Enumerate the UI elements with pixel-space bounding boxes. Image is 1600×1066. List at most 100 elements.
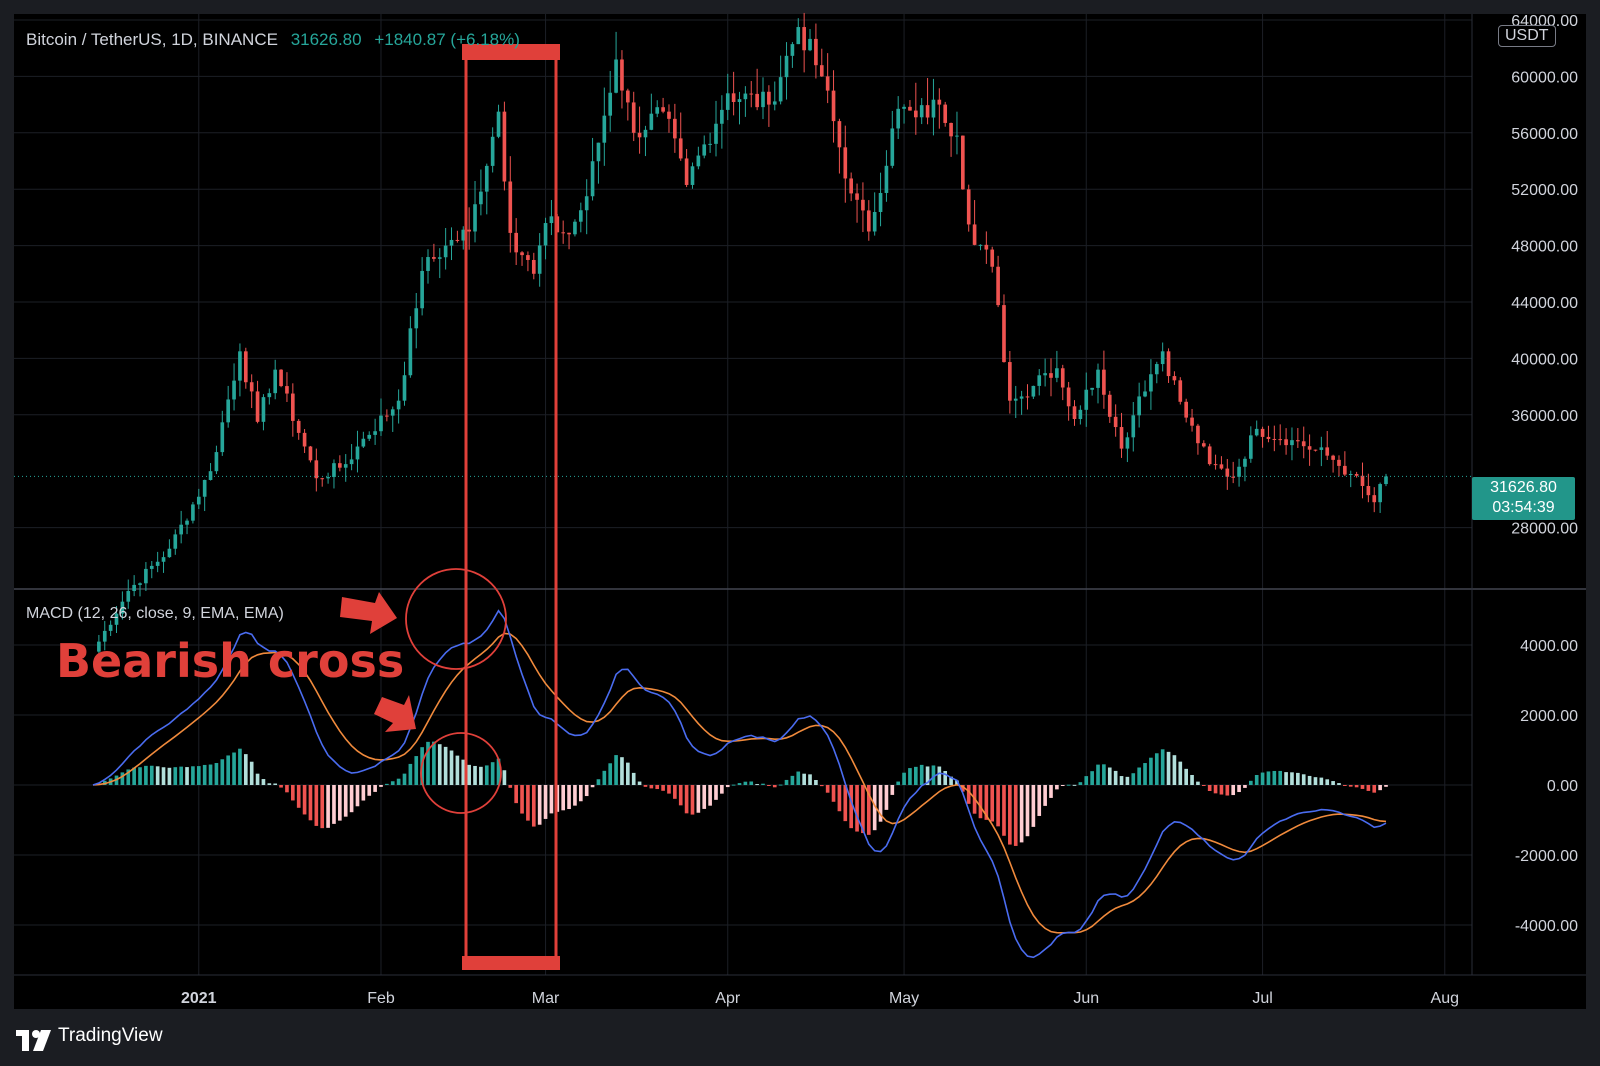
time-tick-label: Aug — [1431, 990, 1459, 1007]
arrow-macd-icon — [340, 592, 397, 634]
candle-body — [808, 38, 812, 51]
histogram-bar — [520, 785, 524, 814]
histogram-bar — [966, 785, 971, 804]
price-tick-label: 52000.00 — [1511, 182, 1578, 199]
histogram-bar — [455, 755, 460, 785]
indicator-label[interactable]: MACD (12, 26, close, 9, EMA, EMA) — [26, 605, 284, 622]
histogram-bar — [308, 785, 313, 821]
histogram-bar — [949, 776, 953, 785]
histogram-bar — [1113, 770, 1118, 785]
candle-body — [631, 102, 636, 133]
candle-body — [208, 471, 213, 480]
histogram-bar — [1137, 767, 1141, 785]
histogram-bar — [1078, 782, 1083, 785]
histogram-bar — [673, 785, 677, 799]
macd-tick-label: -2000.00 — [1515, 848, 1578, 865]
histogram-bar — [1008, 785, 1012, 845]
candle-body — [161, 557, 166, 562]
candle-body — [1160, 351, 1165, 365]
histogram-bar — [937, 766, 942, 785]
candle-body — [443, 245, 448, 258]
histogram-bar — [1249, 780, 1253, 785]
candle-body — [308, 446, 313, 461]
candle-body — [1102, 369, 1106, 395]
histogram-bar — [1296, 772, 1300, 785]
candle-body — [749, 93, 754, 95]
histogram-bar — [343, 785, 348, 817]
histogram-bar — [473, 765, 477, 785]
candle-body — [843, 147, 848, 179]
candle-body — [761, 91, 765, 108]
histogram-bar — [332, 785, 336, 824]
price-axis-labels: 64000.0060000.0056000.0052000.0048000.00… — [1511, 13, 1578, 935]
candle-body — [232, 380, 236, 400]
candle-body — [1125, 437, 1130, 449]
candle-body — [661, 107, 665, 112]
candle-body — [584, 196, 589, 211]
candle-body — [778, 77, 783, 102]
histogram-bar — [731, 784, 736, 786]
histogram-bar — [1207, 785, 1212, 792]
histogram-bar — [1290, 772, 1294, 785]
candle-body — [919, 105, 924, 118]
candle-body — [643, 129, 648, 138]
histogram-bar — [696, 785, 701, 813]
price-tick-label: 40000.00 — [1511, 351, 1578, 368]
candle-body — [191, 504, 195, 521]
histogram-bar — [567, 785, 571, 810]
histogram-bar — [1307, 775, 1312, 785]
candle-body — [396, 400, 401, 410]
histogram-bar — [737, 783, 742, 785]
candle-body — [408, 328, 413, 376]
histogram-bar — [943, 771, 948, 785]
candle-body — [1090, 387, 1094, 390]
histogram-bar — [1066, 784, 1071, 786]
histogram-bar — [919, 764, 924, 785]
histogram-bar — [902, 772, 906, 785]
histogram-bar — [385, 783, 389, 785]
candle-body — [343, 464, 348, 468]
candle-body — [1348, 473, 1353, 475]
histogram-bar — [990, 785, 995, 822]
histogram-bar — [526, 785, 530, 821]
histogram-bar — [702, 785, 707, 809]
histogram-bar — [537, 785, 542, 825]
candle-body — [120, 601, 125, 614]
candle-body — [291, 393, 295, 421]
candle-body — [966, 189, 971, 225]
candle-body — [338, 463, 342, 468]
candle-body — [379, 415, 383, 432]
histogram-bar — [749, 781, 754, 785]
candle-body — [1096, 369, 1100, 388]
histogram-bar — [531, 785, 536, 827]
histogram-bar — [1037, 785, 1042, 816]
time-tick-label: May — [889, 990, 919, 1007]
price-tick-label: 44000.00 — [1511, 295, 1578, 312]
candle-body — [1037, 375, 1042, 386]
histogram-bar — [1237, 785, 1241, 793]
candle-body — [432, 257, 436, 259]
candle-body — [996, 266, 1000, 306]
histogram-bar — [573, 785, 577, 806]
brand-label[interactable]: TradingView — [58, 1025, 163, 1046]
candle-body — [819, 65, 824, 77]
currency-button[interactable]: USDT — [1498, 25, 1556, 47]
candle-body — [185, 520, 189, 525]
candle-body — [814, 38, 818, 66]
histogram-bar — [649, 785, 654, 789]
arrow-histogram-icon — [374, 695, 416, 732]
histogram-bar — [208, 764, 213, 785]
histogram-bar — [925, 766, 930, 785]
histogram-bar — [279, 785, 283, 788]
histogram-bar — [1260, 772, 1265, 785]
candle-body — [578, 210, 583, 222]
candle-body — [678, 138, 683, 159]
histogram-bar — [1343, 785, 1347, 786]
plot-background — [14, 14, 1472, 1009]
candle-body — [173, 534, 178, 549]
histogram-bar — [861, 785, 865, 834]
histogram-bar — [743, 781, 748, 785]
histogram-bar — [484, 765, 489, 785]
histogram-bar — [1149, 757, 1153, 785]
